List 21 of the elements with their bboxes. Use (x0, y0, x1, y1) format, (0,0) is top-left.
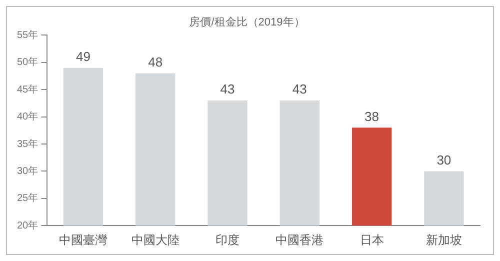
chart-title: 房價/租金比（2019年） (189, 16, 305, 29)
y-tick-label: 40年 (17, 110, 38, 123)
x-tick-label: 印度 (215, 233, 240, 248)
data-label: 48 (148, 54, 163, 70)
y-tick-label: 55年 (17, 28, 38, 41)
x-tick-label: 中國大陸 (131, 233, 180, 248)
y-tick-label: 30年 (17, 164, 38, 177)
x-tick-label: 新加坡 (426, 233, 462, 248)
x-tick-label: 中國臺灣 (59, 233, 108, 248)
y-tick-label: 50年 (17, 56, 38, 68)
data-label: 38 (364, 108, 380, 124)
data-label: 49 (76, 48, 90, 64)
y-tick-label: 45年 (17, 83, 38, 96)
x-tick-label: 中國香港 (276, 233, 324, 248)
y-tick-label: 35年 (17, 138, 38, 150)
data-label: 43 (220, 82, 235, 97)
y-tick-label: 25年 (17, 192, 38, 204)
y-tick-label: 20年 (17, 219, 38, 232)
x-tick-label: 日本 (360, 233, 384, 248)
data-label: 43 (292, 82, 307, 97)
data-label: 30 (436, 152, 452, 168)
